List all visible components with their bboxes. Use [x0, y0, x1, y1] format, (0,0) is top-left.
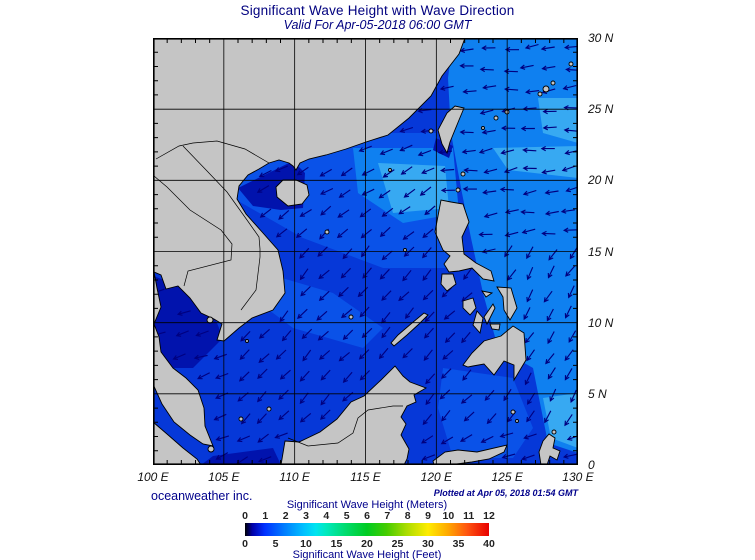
country-borders — [153, 140, 403, 447]
legend-feet-tick: 10 — [300, 538, 312, 550]
y-tick-label: 25 N — [588, 102, 614, 117]
legend-meters-tick: 10 — [442, 510, 455, 522]
legend-feet-tick: 30 — [422, 538, 434, 550]
legend-feet-tick: 25 — [391, 538, 404, 550]
y-tick-label: 20 N — [588, 173, 614, 188]
legend-meters-label: Significant Wave Height (Meters) — [286, 499, 448, 511]
legend-meters-tick: 7 — [384, 510, 391, 522]
legend-meters-tick: 9 — [425, 510, 431, 522]
wave-direction-arrows — [153, 43, 578, 465]
x-tick-label: 115 E — [350, 470, 381, 484]
y-tick-label: 0 — [588, 458, 595, 472]
legend-meters-tick: 1 — [262, 510, 269, 522]
legend-colorbar — [245, 523, 489, 536]
chart-subtitle: Valid For Apr-05-2018 06:00 GMT — [283, 18, 472, 32]
y-tick-label: 15 N — [588, 244, 614, 259]
y-tick-label: 10 N — [588, 315, 614, 330]
legend-meters-tick: 4 — [323, 510, 330, 522]
x-tick-label: 100 E — [137, 470, 169, 484]
legend-meters-tick: 12 — [483, 510, 495, 522]
legend-meters-tick: 3 — [303, 510, 309, 522]
y-tick-label: 30 N — [588, 31, 614, 45]
chart-title: Significant Wave Height with Wave Direct… — [240, 3, 515, 18]
legend-meters-tick: 6 — [364, 510, 370, 522]
legend-feet-tick: 40 — [483, 538, 495, 550]
land-layer — [153, 38, 574, 465]
legend-meters-tick: 0 — [242, 510, 248, 522]
wave-map-canvas — [153, 38, 578, 465]
graticule-grid — [153, 38, 578, 465]
legend-meters-tick: 2 — [282, 510, 289, 522]
legend-feet-tick: 5 — [272, 538, 279, 550]
x-tick-label: 120 E — [420, 470, 452, 484]
map-frame — [153, 38, 578, 465]
plotted-timestamp: Plotted at Apr 05, 2018 01:54 GMT — [433, 488, 578, 498]
x-tick-label: 110 E — [279, 470, 310, 484]
x-tick-label: 105 E — [208, 470, 240, 484]
legend-meters-tick: 5 — [343, 510, 350, 522]
legend-feet-label: Significant Wave Height (Feet) — [292, 549, 442, 560]
legend-feet-tick: 15 — [330, 538, 343, 550]
legend-meters-tick: 11 — [463, 510, 475, 522]
y-tick-label: 5 N — [588, 386, 607, 401]
x-tick-label: 130 E — [562, 470, 594, 484]
legend-feet-tick: 0 — [242, 538, 248, 550]
legend-feet-tick: 35 — [452, 538, 465, 550]
legend-meters-tick: 8 — [404, 510, 411, 522]
credit-text: oceanweather inc. — [151, 489, 253, 503]
x-tick-label: 125 E — [491, 470, 523, 484]
legend-feet-tick: 20 — [361, 538, 373, 550]
